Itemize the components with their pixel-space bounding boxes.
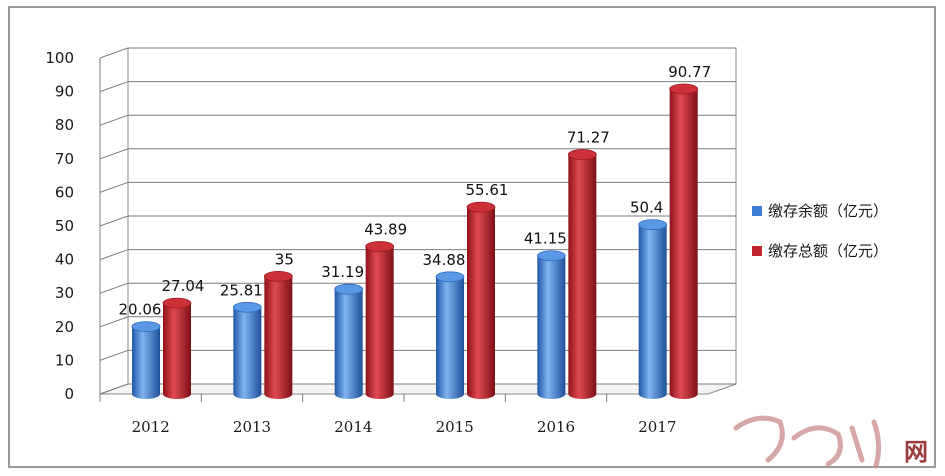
gridline xyxy=(99,114,736,126)
bar-cap-total-2015 xyxy=(466,201,496,213)
gridline xyxy=(99,181,736,193)
bar-cap-balance-2014 xyxy=(334,283,364,295)
y-tick-label: 60 xyxy=(55,183,74,201)
x-tick-label: 2013 xyxy=(233,418,271,436)
data-label: 55.61 xyxy=(466,181,509,199)
bar-balance-2012 xyxy=(132,326,160,399)
bar-cap-balance-2017 xyxy=(638,219,668,231)
x-tick-label: 2017 xyxy=(638,418,676,436)
y-tick-label: 0 xyxy=(64,385,74,403)
bar-balance-2017 xyxy=(638,224,667,400)
y-tick-label: 70 xyxy=(55,150,74,168)
bar-cap-total-2014 xyxy=(365,241,395,252)
y-tick-label: 100 xyxy=(45,49,74,67)
bar-balance-2013 xyxy=(233,307,262,400)
bar-cap-total-2016 xyxy=(567,149,597,160)
gridline xyxy=(99,81,736,93)
legend-label: 缴存总额（亿元） xyxy=(768,242,888,260)
bar-total-2014 xyxy=(365,246,394,400)
legend-swatch xyxy=(752,246,762,256)
watermark-brush-icon xyxy=(733,415,882,469)
gridline xyxy=(99,215,736,227)
legend-swatch xyxy=(752,206,762,216)
x-tick-label: 2012 xyxy=(132,418,170,436)
watermark-text: 网 xyxy=(904,437,928,466)
data-label: 50.4 xyxy=(630,199,663,217)
data-label: 41.15 xyxy=(524,230,567,248)
data-label: 71.27 xyxy=(567,129,610,147)
data-label: 25.81 xyxy=(220,281,263,299)
y-tick-label: 20 xyxy=(55,318,74,336)
data-label: 27.04 xyxy=(162,277,205,295)
y-tick-label: 40 xyxy=(55,251,74,269)
x-tick-label: 2016 xyxy=(537,418,575,436)
gridline xyxy=(99,148,736,160)
data-label: 43.89 xyxy=(364,221,407,239)
bar-cap-balance-2015 xyxy=(435,271,465,283)
bar-cap-balance-2013 xyxy=(232,301,262,313)
data-label: 34.88 xyxy=(423,251,466,269)
y-tick-label: 50 xyxy=(55,217,74,235)
bar-cap-balance-2016 xyxy=(536,250,566,262)
gridline xyxy=(99,249,736,261)
y-tick-label: 80 xyxy=(55,116,74,134)
gridline xyxy=(99,349,736,361)
legend-label: 缴存余额（亿元） xyxy=(768,202,888,220)
bar-balance-2016 xyxy=(537,255,566,400)
data-label: 90.77 xyxy=(668,63,711,81)
bar-cap-total-2012 xyxy=(162,297,192,309)
gridline xyxy=(99,47,736,59)
bar-balance-2015 xyxy=(436,276,464,399)
bar-total-2015 xyxy=(467,207,495,399)
chart-frame: 0 10 20 30 40 50 60 70 80 90 100 2012 2013 2014 2015 20… xyxy=(8,6,936,469)
gridline xyxy=(99,383,736,395)
x-tick-label: 2015 xyxy=(436,418,474,436)
data-label: 20.06 xyxy=(119,301,162,319)
bar-cap-total-2013 xyxy=(263,270,293,282)
chart: 0 10 20 30 40 50 60 70 80 90 100 2012 2013 2014 2015 20… xyxy=(45,47,928,469)
watermark: 网 xyxy=(733,415,928,469)
bar-cap-total-2017 xyxy=(669,83,699,95)
gridline xyxy=(99,282,736,294)
data-label: 31.19 xyxy=(321,263,364,281)
bar-total-2012 xyxy=(163,303,191,399)
gridline xyxy=(99,316,736,328)
y-tick-label: 30 xyxy=(55,284,74,302)
bar-cap-balance-2012 xyxy=(131,321,161,332)
y-tick-label: 10 xyxy=(55,351,74,369)
x-tick-label: 2014 xyxy=(334,418,372,436)
y-tick-label: 90 xyxy=(55,83,74,101)
bar-total-2017 xyxy=(669,89,698,400)
bar-total-2013 xyxy=(264,276,293,399)
bar-balance-2014 xyxy=(334,289,363,400)
data-label: 35 xyxy=(275,250,294,268)
bar-total-2016 xyxy=(568,154,597,400)
